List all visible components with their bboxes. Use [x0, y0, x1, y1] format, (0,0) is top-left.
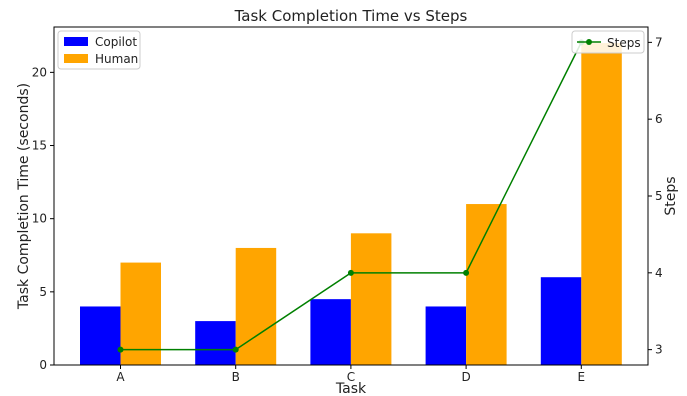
bar-copilot-e [540, 277, 582, 365]
legend-swatch-steps-marker [586, 39, 592, 45]
bar-human-d [466, 204, 507, 365]
y-tick-label: 0 [39, 358, 47, 372]
legend-label-copilot: Copilot [95, 35, 137, 49]
legend-swatch-human [64, 54, 88, 63]
steps-point-c [347, 269, 354, 276]
chart-title: Task Completion Time vs Steps [234, 7, 468, 25]
y2-tick-label: 5 [655, 189, 663, 203]
bar-copilot-b [195, 321, 236, 365]
x-tick-label: A [116, 370, 125, 384]
bar-human-c [350, 233, 392, 365]
y-tick-label: 10 [32, 212, 47, 226]
x-tick-label: E [578, 370, 586, 384]
steps-point-a [117, 346, 124, 353]
bar-human-b [235, 247, 277, 365]
y-tick-label: 20 [32, 65, 47, 79]
bar-human-e [581, 43, 622, 365]
bar-human-a [120, 262, 161, 365]
y2-axis-ticks: 3 4 5 6 7 [648, 35, 663, 357]
x-tick-label: C [347, 370, 355, 384]
y-axis-title: Task Completion Time (seconds) [16, 83, 32, 310]
y2-tick-label: 6 [655, 112, 663, 126]
x-tick-label: B [232, 370, 240, 384]
y2-tick-label: 7 [655, 35, 663, 49]
x-tick-label: D [461, 370, 470, 384]
bars-group [80, 43, 622, 365]
y-axis-ticks: 0 5 10 15 20 [32, 65, 54, 372]
y2-axis-title: Steps [663, 176, 679, 215]
legend-right-box [571, 30, 645, 54]
bar-copilot-a [80, 306, 121, 365]
steps-point-d [463, 269, 470, 276]
bar-copilot-d [425, 306, 467, 365]
y-tick-label: 5 [39, 285, 47, 299]
y2-tick-label: 3 [655, 343, 663, 357]
legend-label-steps: Steps [607, 36, 641, 50]
legend-label-human: Human [95, 52, 138, 66]
x-axis-ticks: A B C D E [116, 365, 585, 384]
y2-tick-label: 4 [655, 266, 663, 280]
legend-right: Steps [571, 30, 645, 54]
x-axis-title: Task [335, 381, 367, 396]
legend-swatch-copilot [64, 37, 88, 46]
bar-copilot-c [310, 299, 351, 365]
y-tick-label: 15 [32, 139, 47, 153]
steps-point-b [232, 346, 239, 353]
legend-left: Copilot Human [57, 30, 141, 70]
